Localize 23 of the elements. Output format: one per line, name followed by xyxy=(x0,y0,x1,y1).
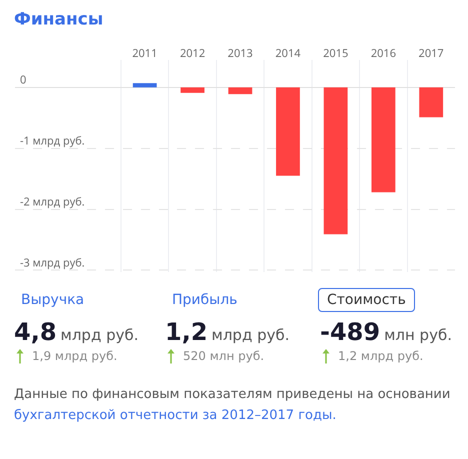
x-tick-label: 2016 xyxy=(370,46,396,61)
y-tick-label: -1 млрд руб. xyxy=(20,133,85,148)
text: -489 млн руб. xyxy=(320,318,452,346)
x-tick-label: 2013 xyxy=(228,46,253,61)
x-tick-label: 2014 xyxy=(275,46,302,61)
text: 1,2 млрд руб. xyxy=(338,349,424,363)
category-label: Стоимость xyxy=(318,288,415,312)
y-tick-label: -2 млрд руб. xyxy=(20,194,85,210)
text: 520 млн руб. xyxy=(183,349,264,363)
text: 4,8 млрд руб. xyxy=(14,318,138,346)
category-label: Выручка xyxy=(20,291,86,310)
text: бухгалтерской отчетности за 2012–2017 годы. xyxy=(14,408,336,423)
text: 1,2 млрд руб. xyxy=(165,318,290,346)
x-tick-label: 2017 xyxy=(418,46,444,61)
x-tick-label: 2012 xyxy=(180,46,206,61)
x-tick-label: 2015 xyxy=(323,46,348,61)
text: 1,9 млрд руб. xyxy=(32,349,118,363)
text: Данные по финансовым показателям приведены на основании xyxy=(14,387,450,402)
category-label: Прибыль xyxy=(171,291,238,310)
chart-title: Финансы xyxy=(14,10,104,30)
x-tick-label: 2011 xyxy=(132,46,158,61)
y-tick-label: 0 xyxy=(20,72,26,88)
y-tick-label: -3 млрд руб. xyxy=(20,255,85,270)
